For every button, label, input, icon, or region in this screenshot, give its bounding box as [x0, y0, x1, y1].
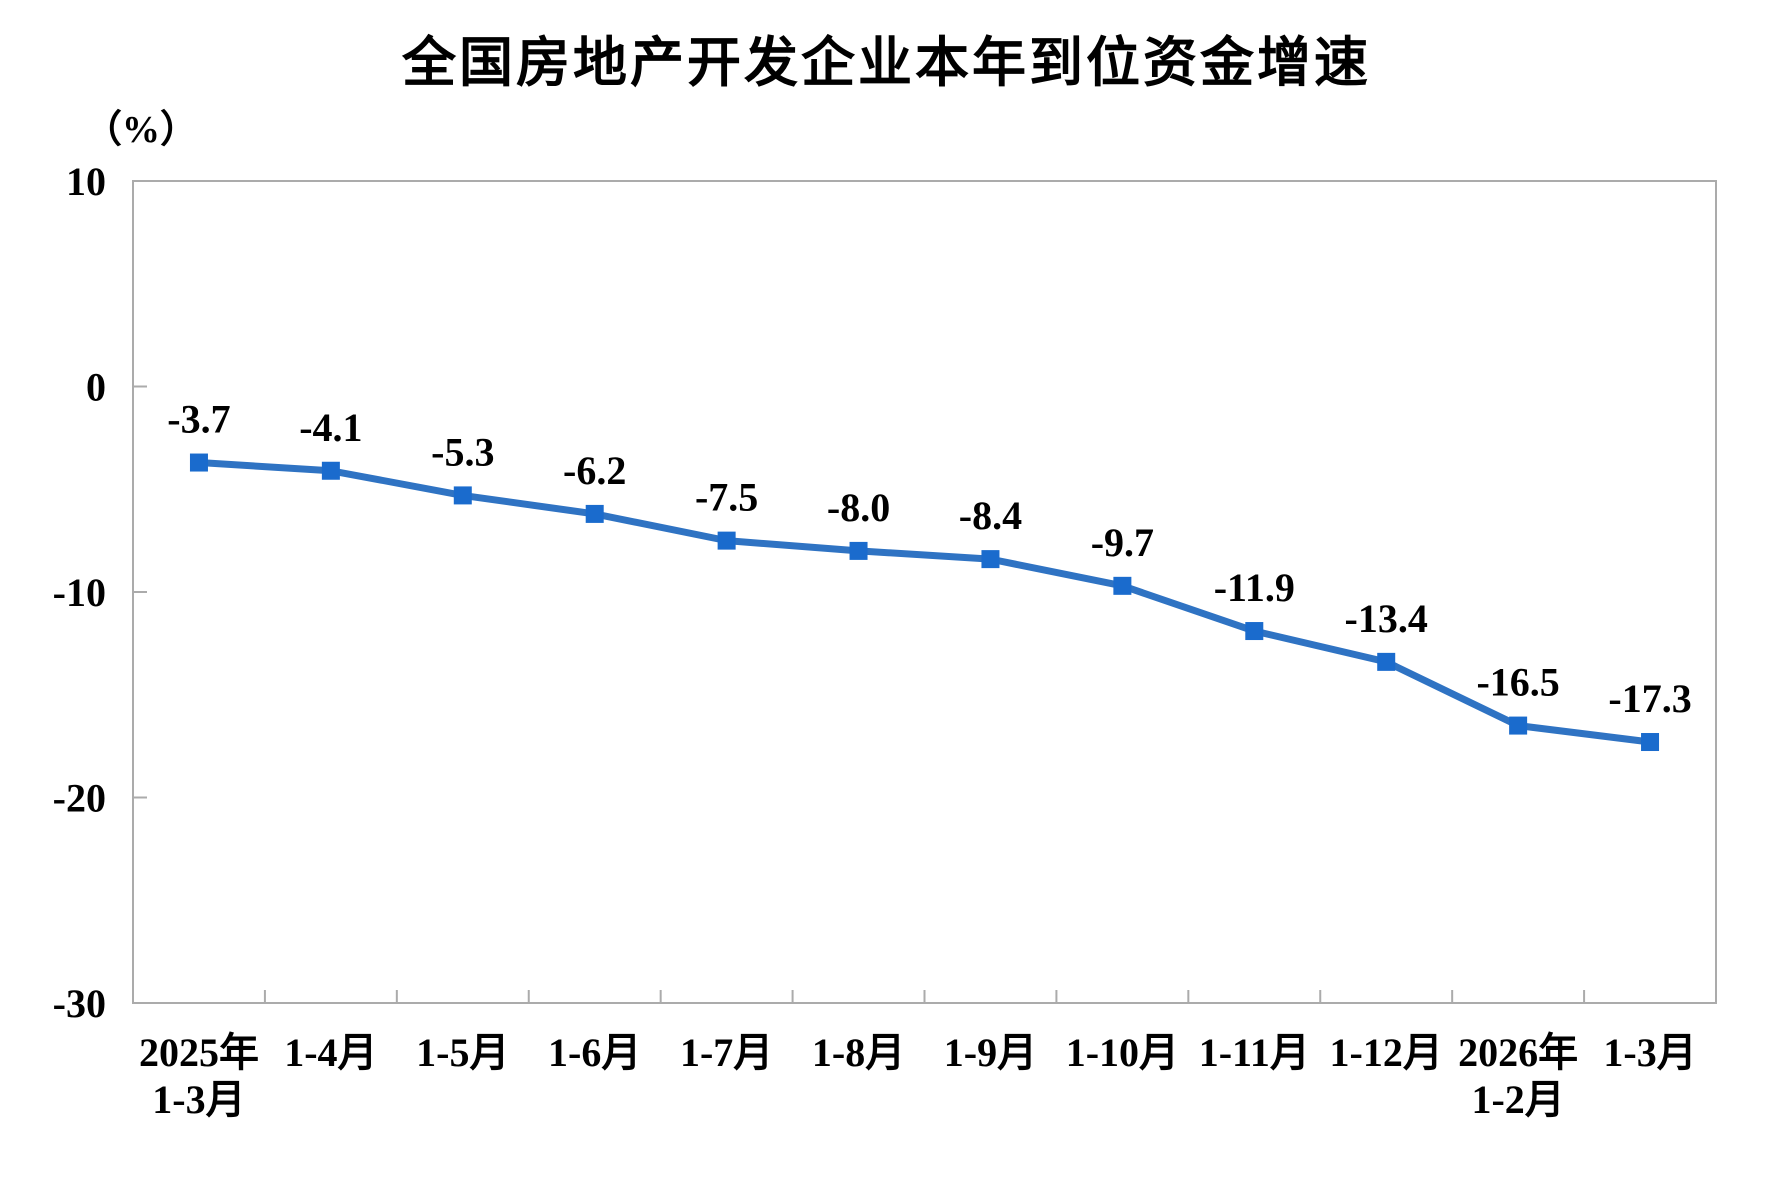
- series-line: [195, 459, 1654, 746]
- data-label: -9.7: [1091, 520, 1154, 565]
- x-tick-label: 2026年: [1458, 1030, 1578, 1075]
- data-point-marker: [1641, 733, 1660, 752]
- data-point-marker: [453, 486, 472, 505]
- data-point-marker: [1113, 576, 1132, 595]
- plot-border: [132, 180, 1717, 1004]
- y-tick-label: 10: [66, 159, 106, 204]
- x-tick-label: 1-12月: [1330, 1030, 1443, 1075]
- x-tick-label: 1-5月: [416, 1030, 509, 1075]
- x-tick-label: 2025年: [139, 1030, 259, 1075]
- data-label: -8.4: [959, 493, 1022, 538]
- x-tick-label: 1-11月: [1199, 1030, 1310, 1075]
- y-tick-label: 0: [86, 365, 106, 410]
- data-label: -16.5: [1476, 660, 1559, 705]
- x-tick-label: 1-3月: [1603, 1030, 1696, 1075]
- data-point-marker: [1377, 652, 1396, 671]
- chart-title: 全国房地产开发企业本年到位资金增速: [402, 33, 1371, 93]
- y-tick-label: -30: [53, 981, 106, 1026]
- x-tick-label: 1-10月: [1066, 1030, 1179, 1075]
- y-tick-label: -10: [53, 570, 106, 615]
- data-label: -11.9: [1214, 565, 1295, 610]
- data-label: -5.3: [431, 429, 494, 474]
- data-point-marker: [321, 461, 340, 480]
- data-label: -3.7: [167, 397, 230, 442]
- data-point-marker: [849, 541, 868, 560]
- data-label: -6.2: [563, 448, 626, 493]
- data-point-marker: [189, 453, 208, 472]
- data-label: -8.0: [827, 485, 890, 530]
- data-point-marker: [1245, 622, 1264, 641]
- data-label: -17.3: [1608, 676, 1691, 721]
- y-axis-unit-label: （%）: [84, 109, 199, 151]
- x-tick-label: 1-8月: [812, 1030, 905, 1075]
- x-tick-label: 1-9月: [944, 1030, 1037, 1075]
- data-label: -4.1: [299, 405, 362, 450]
- data-label: -7.5: [695, 475, 758, 520]
- x-tick-label: 1-4月: [284, 1030, 377, 1075]
- y-tick-label: -20: [53, 776, 106, 821]
- data-point-marker: [717, 531, 736, 550]
- x-tick-label: 1-3月: [152, 1077, 245, 1122]
- x-tick-label: 1-6月: [548, 1030, 641, 1075]
- x-tick-label: 1-7月: [680, 1030, 773, 1075]
- data-point-marker: [1509, 716, 1528, 735]
- data-point-marker: [585, 504, 604, 523]
- data-point-marker: [981, 550, 1000, 569]
- x-tick-label: 1-2月: [1471, 1077, 1564, 1122]
- data-label: -13.4: [1345, 596, 1428, 641]
